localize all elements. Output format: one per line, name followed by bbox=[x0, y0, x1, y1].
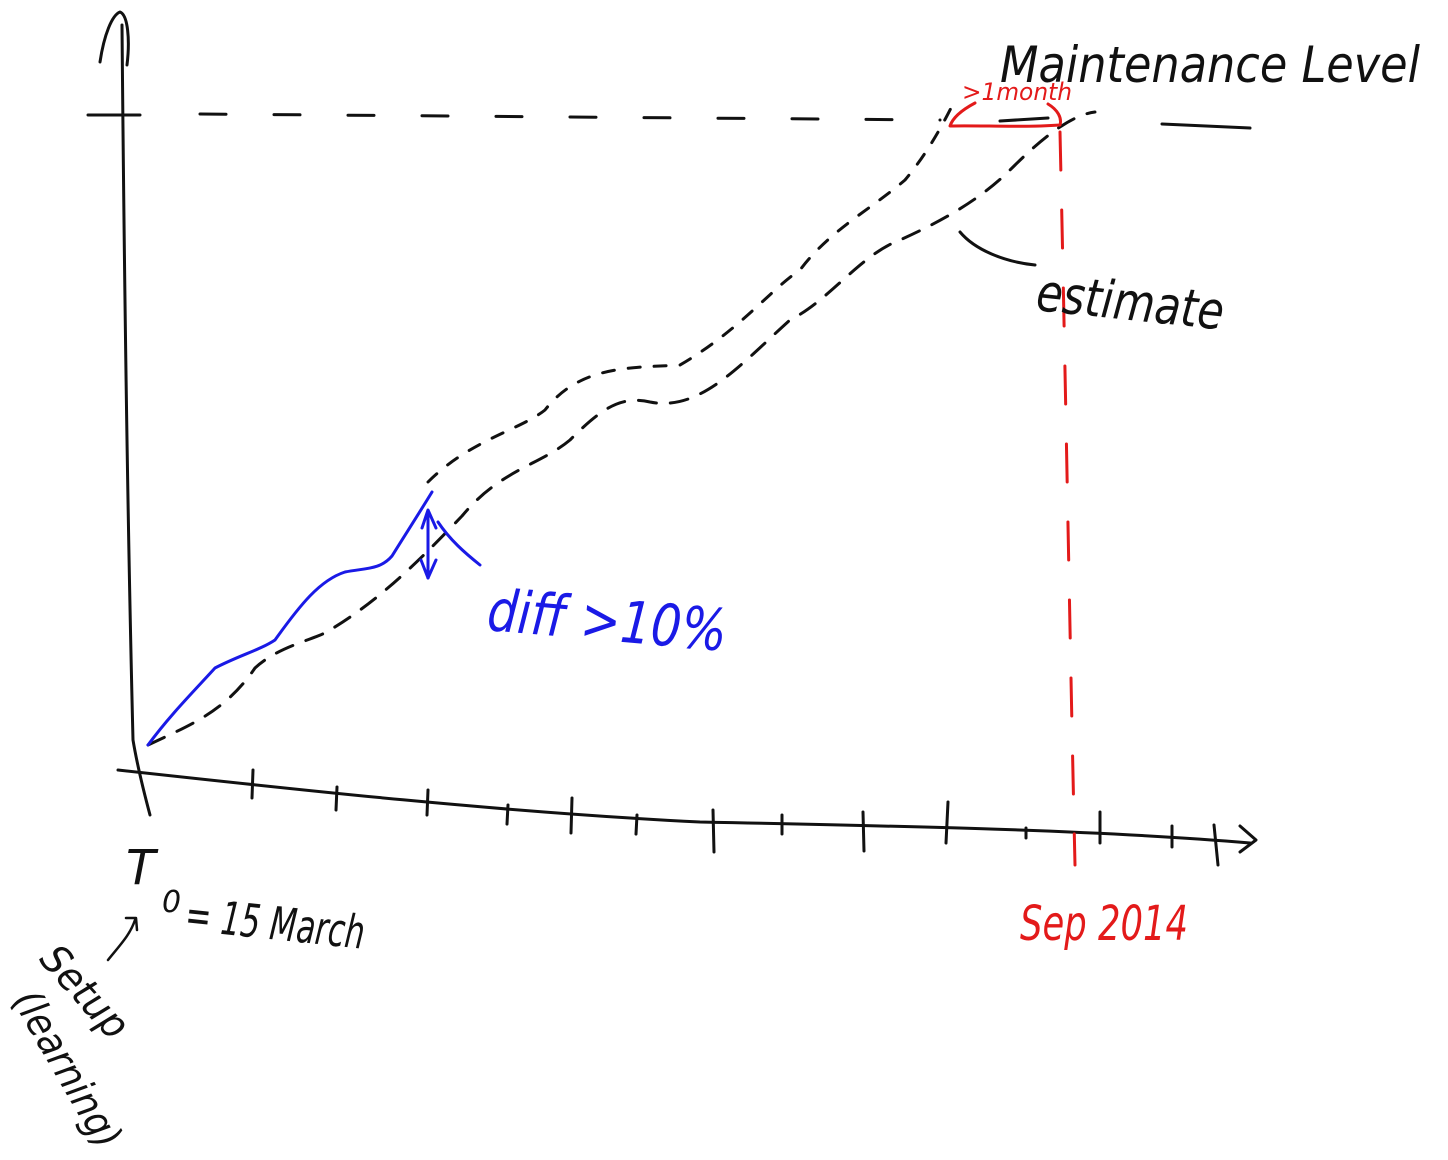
setup-arrow bbox=[106, 916, 139, 962]
diff-indicator bbox=[419, 508, 482, 580]
y-axis bbox=[98, 10, 152, 817]
t0-date: = 15 March bbox=[183, 887, 368, 960]
x-axis bbox=[116, 768, 1258, 867]
maintenance-level-line bbox=[86, 112, 1252, 130]
estimate-leader bbox=[958, 230, 1037, 267]
deadline-line bbox=[1058, 130, 1077, 867]
t0-label: T bbox=[126, 840, 159, 896]
one-month-label: >1month bbox=[962, 78, 1072, 106]
sep-2014-label: Sep 2014 bbox=[1020, 896, 1188, 952]
projection-upper-curve bbox=[426, 98, 957, 484]
estimate-curve bbox=[146, 110, 1097, 747]
estimate-label: estimate bbox=[1034, 263, 1227, 342]
maintenance-level-label: Maintenance Level bbox=[1000, 36, 1420, 94]
one-month-bracket bbox=[948, 101, 1062, 128]
t0-subscript: 0 bbox=[162, 885, 181, 920]
diff-label: diff >10% bbox=[485, 576, 730, 665]
actual-progress-curve bbox=[146, 490, 434, 747]
